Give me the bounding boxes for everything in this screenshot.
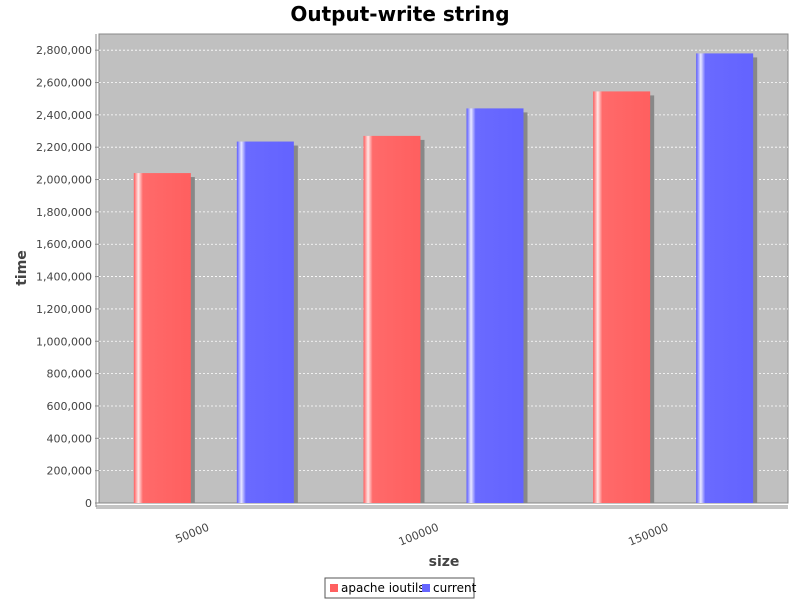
plot-area [98, 33, 789, 504]
legend-swatch-current [422, 584, 430, 592]
x-tick-label: 50000 [174, 521, 211, 546]
bars [133, 53, 754, 504]
x-tick-label: 100000 [397, 521, 441, 549]
bar-current-150000 [696, 53, 754, 504]
y-tick-label: 2,800,000 [36, 44, 92, 57]
bar-current-50000 [236, 141, 294, 503]
x-axis-label: size [429, 554, 460, 570]
y-tick-label: 2,400,000 [36, 109, 92, 122]
y-tick-label: 2,600,000 [36, 77, 92, 90]
y-tick-label: 400,000 [47, 432, 93, 445]
y-tick-label: 1,200,000 [36, 303, 92, 316]
legend-label-apache-ioutils: apache ioutils [341, 581, 425, 595]
bar-current-100000 [466, 108, 524, 504]
legend: apache ioutils current [324, 577, 477, 599]
y-tick-label: 800,000 [47, 368, 93, 381]
y-tick-label: 2,200,000 [36, 141, 92, 154]
bar-apache-ioutils-50000 [133, 173, 191, 503]
y-tick-label: 0 [85, 497, 92, 510]
legend-swatch-apache-ioutils [330, 584, 338, 592]
y-tick-label: 1,400,000 [36, 271, 92, 284]
y-tick-label: 1,800,000 [36, 206, 92, 219]
bar-apache-ioutils-150000 [593, 91, 651, 503]
y-tick-label: 600,000 [47, 400, 93, 413]
legend-label-current: current [433, 581, 477, 595]
chart-title: Output-write string [290, 2, 509, 26]
x-axis: 50000 100000 150000 [96, 505, 788, 549]
x-tick-label: 150000 [626, 521, 670, 549]
y-tick-label: 1,600,000 [36, 238, 92, 251]
y-axis-label: time [14, 250, 30, 286]
y-tick-label: 1,000,000 [36, 335, 92, 348]
y-tick-label: 2,000,000 [36, 174, 92, 187]
y-axis: 0 200,000 400,000 600,000 800,000 1,000,000 1,… [36, 34, 99, 510]
gridlines [99, 49, 788, 472]
y-tick-label: 200,000 [47, 465, 93, 478]
legend-box [324, 577, 475, 599]
bar-apache-ioutils-100000 [363, 135, 421, 503]
